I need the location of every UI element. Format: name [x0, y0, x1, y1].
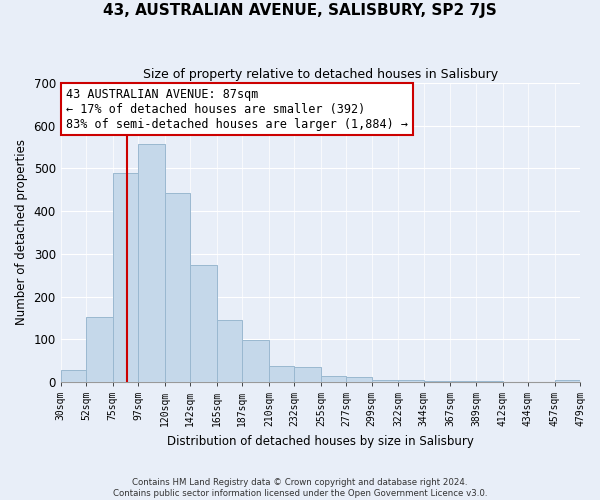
X-axis label: Distribution of detached houses by size in Salisbury: Distribution of detached houses by size …: [167, 434, 474, 448]
Bar: [138, 144, 165, 382]
Bar: [190, 265, 217, 382]
Bar: [372, 380, 398, 382]
Text: 43, AUSTRALIAN AVENUE, SALISBURY, SP2 7JS: 43, AUSTRALIAN AVENUE, SALISBURY, SP2 7J…: [103, 2, 497, 18]
Bar: [242, 340, 269, 382]
Title: Size of property relative to detached houses in Salisbury: Size of property relative to detached ho…: [143, 68, 498, 80]
Bar: [61, 370, 86, 382]
Bar: [113, 172, 138, 382]
Bar: [321, 376, 346, 382]
Bar: [398, 380, 424, 382]
Text: 43 AUSTRALIAN AVENUE: 87sqm
← 17% of detached houses are smaller (392)
83% of se: 43 AUSTRALIAN AVENUE: 87sqm ← 17% of det…: [66, 88, 408, 130]
Bar: [554, 380, 580, 382]
Bar: [86, 316, 113, 382]
Bar: [346, 377, 372, 382]
Bar: [217, 320, 242, 382]
Y-axis label: Number of detached properties: Number of detached properties: [15, 140, 28, 326]
Text: Contains HM Land Registry data © Crown copyright and database right 2024.
Contai: Contains HM Land Registry data © Crown c…: [113, 478, 487, 498]
Bar: [424, 381, 451, 382]
Bar: [165, 193, 190, 382]
Bar: [269, 366, 295, 382]
Bar: [295, 366, 321, 382]
